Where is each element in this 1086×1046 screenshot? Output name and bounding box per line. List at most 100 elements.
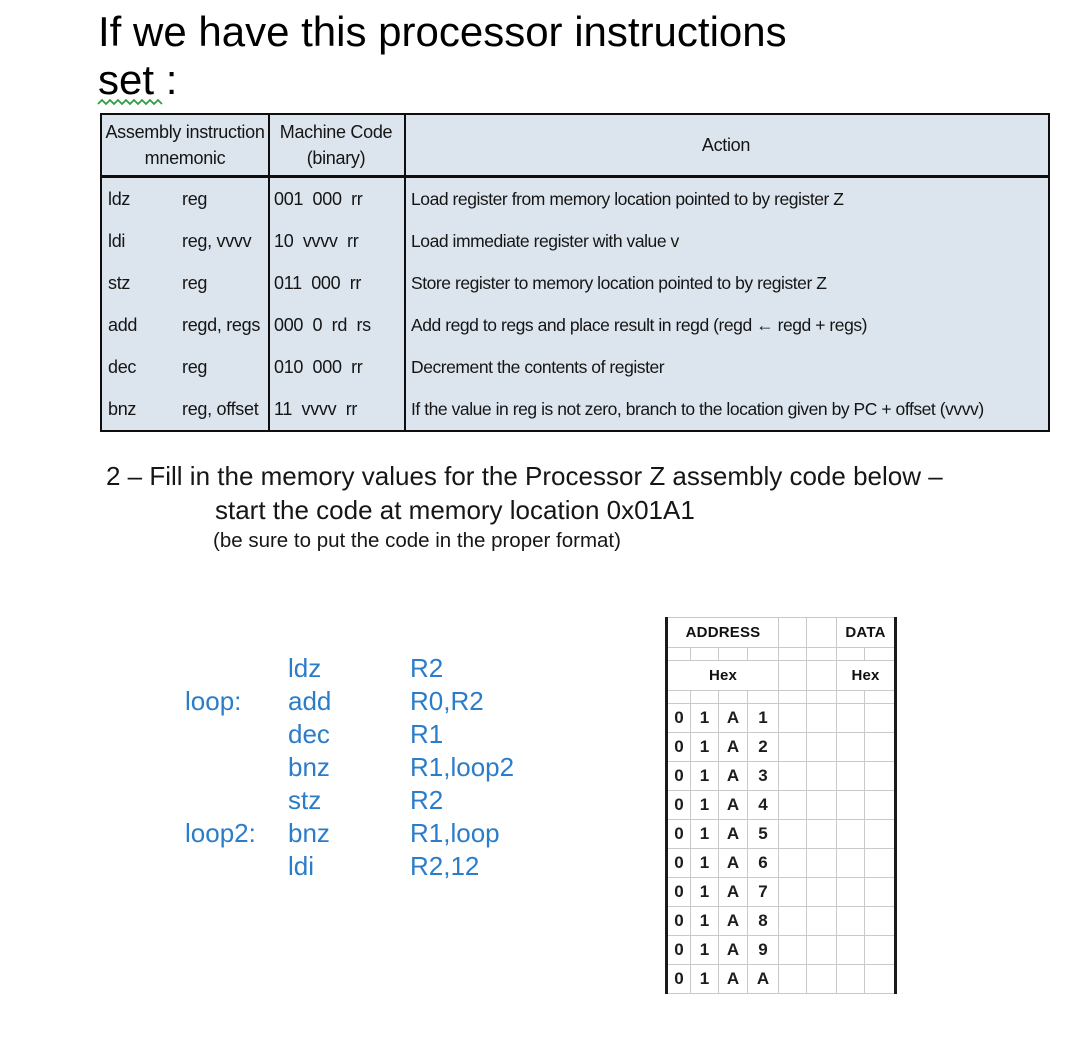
mnemonic: ldi (108, 230, 126, 251)
data-empty-cell (836, 848, 865, 878)
code-operands: R2,12 (410, 851, 480, 881)
address-digit-cell: 0 (666, 935, 691, 965)
address-digit-cell: A (718, 819, 748, 849)
code-mnemonic: bnz (288, 752, 330, 782)
code-line: bnz R1,loop2 (185, 751, 514, 784)
address-digit-cell: 1 (690, 732, 719, 762)
mnemonic-cell: dec reg (102, 357, 268, 378)
address-digit-cell: 0 (666, 732, 691, 762)
instruction-row-add: add regd, regs 000 0 rd rs Add regd to re… (102, 304, 1048, 346)
data-empty-cell (806, 819, 837, 849)
code-mnemonic: stz (288, 785, 322, 815)
address-digit-cell: A (718, 877, 748, 907)
operands: reg, vvvv (182, 230, 252, 251)
question-line-2: start the code at memory location 0x01A1 (215, 495, 695, 525)
data-empty-cell (806, 790, 837, 820)
column-divider-1 (268, 115, 270, 430)
code-mnemonic: dec (288, 719, 330, 749)
address-digit-cell: 6 (747, 848, 779, 878)
instruction-row-dec: dec reg 010 000 rr Decrement the contents… (102, 346, 1048, 388)
spacer-cell (836, 690, 865, 704)
address-digit-cell: 9 (747, 935, 779, 965)
mnemonic-cell: ldi reg, vvvv (102, 231, 268, 252)
address-digit-cell: 8 (747, 906, 779, 936)
data-empty-cell (864, 964, 896, 994)
address-digit-cell: 0 (666, 761, 691, 791)
data-empty-cell (806, 935, 837, 965)
spacer-cell (747, 647, 779, 661)
separator-row (666, 690, 896, 704)
address-digit-cell: 1 (747, 703, 779, 733)
machine-code-cell: 001 000 rr (274, 188, 363, 209)
instruction-table-body: ldz reg 001 000 rr Load register from mem… (102, 178, 1048, 430)
code-line: dec R1 (185, 718, 514, 751)
memory-table-header-row: ADDRESS DATA (666, 617, 896, 648)
code-operands: R1,loop (410, 818, 500, 848)
header-separator (102, 175, 1048, 178)
instruction-row-ldz: ldz reg 001 000 rr Load register from mem… (102, 178, 1048, 220)
address-digit-cell: A (718, 761, 748, 791)
code-operands: R1,loop2 (410, 752, 515, 782)
instruction-row-stz: stz reg 011 000 rr Store register to memo… (102, 262, 1048, 304)
col-header-machine-code-line2: (binary) (306, 148, 366, 168)
machine-code-cell: 000 0 rd rs (274, 314, 371, 335)
spacer-cell (778, 617, 807, 648)
machine-code-cell: 10 vvvv rr (274, 230, 359, 251)
data-empty-cell (778, 761, 807, 791)
memory-table-subheader-row: Hex Hex (666, 660, 896, 691)
action-cell: Load immediate register with value v (411, 230, 679, 251)
mnemonic: dec (108, 356, 137, 377)
address-digit-cell: 0 (666, 877, 691, 907)
instruction-table-header: Assembly instruction mnemonic Machine Co… (102, 115, 1048, 175)
code-mnemonic: bnz (288, 818, 330, 848)
gap-cell (806, 617, 837, 648)
code-line: loop2: bnz R1,loop (185, 817, 514, 850)
code-operands: R1 (410, 719, 444, 749)
address-digit-cell: 1 (690, 761, 719, 791)
data-empty-cell (778, 790, 807, 820)
col-header-machine-code-line1: Machine Code (279, 122, 393, 142)
address-digit-cell: 1 (690, 964, 719, 994)
data-empty-cell (806, 703, 837, 733)
action-cell: Store register to memory location pointe… (411, 272, 827, 293)
code-label (185, 850, 288, 883)
address-digit-cell: 1 (690, 703, 719, 733)
mnemonic-cell: ldz reg (102, 189, 268, 210)
data-empty-cell (778, 819, 807, 849)
mnemonic-cell: stz reg (102, 273, 268, 294)
col-header-assembly-line1: Assembly instruction (105, 122, 265, 142)
data-empty-cell (778, 732, 807, 762)
spacer-cell (778, 660, 807, 691)
spacer-cell (747, 690, 779, 704)
address-digit-cell: A (718, 790, 748, 820)
data-empty-cell (806, 848, 837, 878)
code-operands: R0,R2 (410, 686, 484, 716)
separator-row (666, 647, 896, 661)
spacer-cell (666, 647, 691, 661)
page-title-line2: set : (98, 56, 178, 103)
data-empty-cell (836, 703, 865, 733)
data-empty-cell (864, 935, 896, 965)
instruction-set-table: Assembly instruction mnemonic Machine Co… (100, 113, 1050, 432)
machine-code-cell: 010 000 rr (274, 356, 363, 377)
spacer-cell (690, 690, 719, 704)
address-digit-cell: 0 (666, 819, 691, 849)
mnemonic-cell: add regd, regs (102, 315, 268, 336)
code-line: ldz R2 (185, 652, 514, 685)
address-digit-cell: 7 (747, 877, 779, 907)
address-digit-cell: 5 (747, 819, 779, 849)
column-divider-2 (404, 115, 406, 430)
code-line: ldi R2,12 (185, 850, 514, 883)
data-empty-cell (864, 790, 896, 820)
data-empty-cell (836, 935, 865, 965)
data-empty-cell (778, 964, 807, 994)
address-digit-cell: 4 (747, 790, 779, 820)
spacer-cell (690, 647, 719, 661)
